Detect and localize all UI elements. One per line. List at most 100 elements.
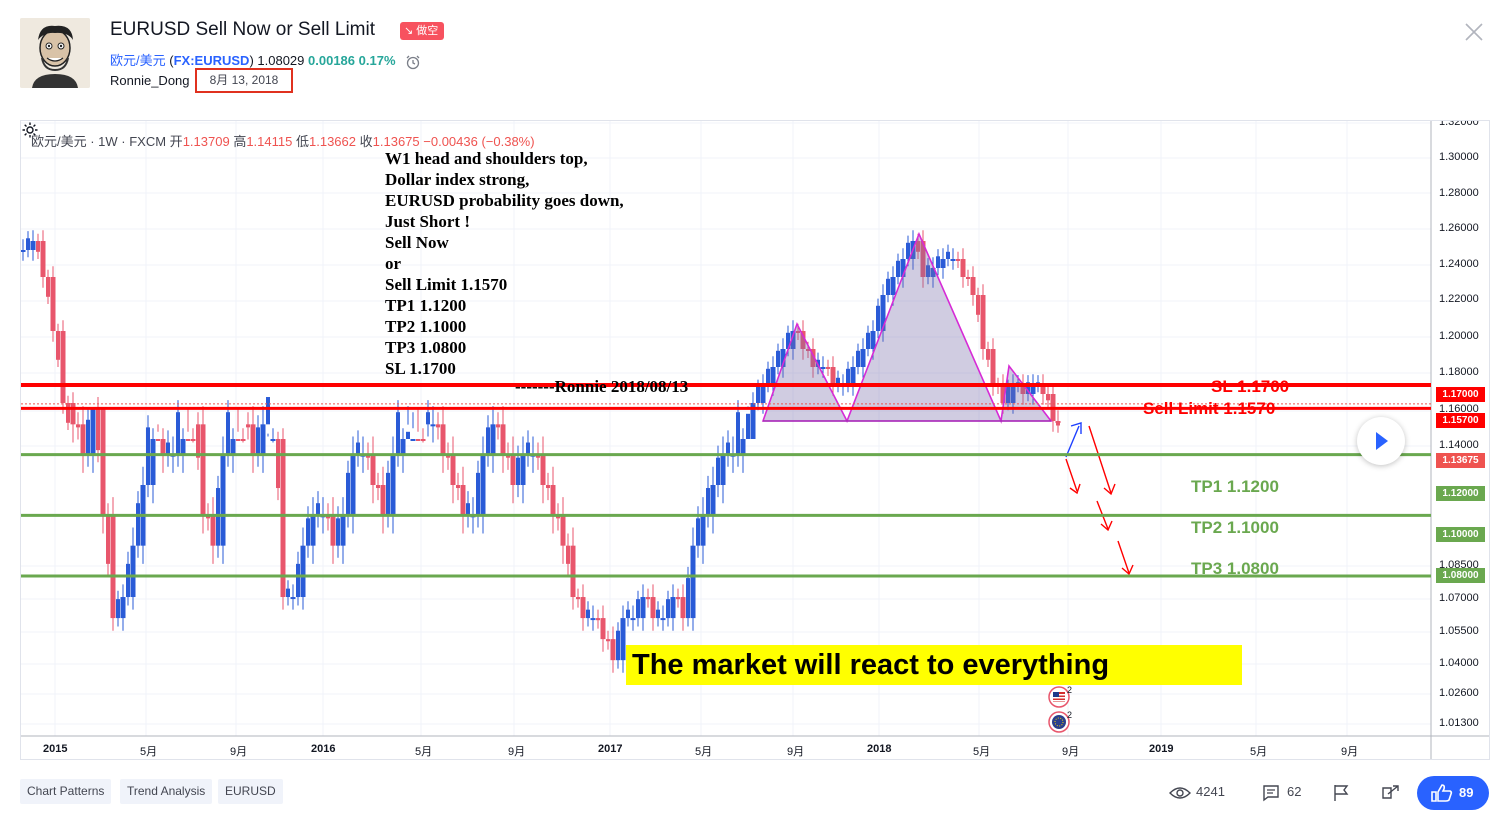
candle-body	[216, 488, 220, 546]
candle-body	[550, 485, 556, 516]
play-button[interactable]	[1357, 417, 1405, 465]
candle-body	[26, 238, 30, 250]
alarm-clock-icon[interactable]	[405, 54, 421, 70]
candle-body	[340, 515, 346, 546]
candle-body	[110, 515, 116, 619]
candle-body	[826, 367, 830, 369]
us-flag-event-icon[interactable]	[1048, 686, 1070, 708]
time-tick: 5月	[1250, 746, 1268, 758]
candle-body	[860, 349, 866, 367]
candle-body	[66, 403, 70, 423]
sell-limit-label: Sell Limit 1.1570	[1143, 399, 1276, 418]
close-icon[interactable]	[1464, 22, 1484, 42]
price-tick: 1.05500	[1439, 625, 1479, 637]
price-tick: 1.28000	[1439, 187, 1479, 199]
drop-arrow-2	[1088, 425, 1112, 494]
price-tick: 1.32000	[1439, 120, 1479, 128]
candle-body	[190, 439, 196, 441]
candle-body	[536, 454, 540, 458]
author-avatar[interactable]	[20, 18, 90, 88]
price-tick: 1.07000	[1439, 592, 1479, 604]
candle-body	[880, 295, 886, 331]
symbol-row: 欧元/美元 (FX:EURUSD) 1.08029 0.00186 0.17%	[110, 50, 421, 70]
tp3-label: TP3 1.0800	[1191, 559, 1279, 578]
price-chart[interactable]: 欧元/美元 · 1W · FXCM 开1.13709 高1.14115 低1.1…	[20, 120, 1490, 760]
candle-body	[436, 424, 440, 428]
candle-body	[326, 515, 330, 519]
chart-legend: 欧元/美元 · 1W · FXCM 开1.13709 高1.14115 低1.1…	[31, 131, 535, 150]
candle-body	[590, 618, 596, 621]
time-tick: 9月	[787, 746, 805, 758]
candle-body	[390, 454, 396, 516]
candle-body	[546, 485, 550, 489]
candle-body	[706, 488, 710, 516]
publish-date: 8月 13, 2018	[195, 68, 293, 93]
short-badge: ↘ 做空	[400, 22, 445, 40]
candle-body	[116, 599, 120, 619]
candle-body	[466, 503, 470, 516]
candle-body	[290, 597, 296, 600]
candle-body	[666, 599, 670, 619]
candle-body	[866, 332, 870, 349]
candle-body	[946, 251, 950, 259]
tag-chip[interactable]: Trend Analysis	[120, 779, 213, 804]
author-name[interactable]: Ronnie_Dong	[110, 73, 190, 88]
candle-body	[740, 439, 746, 455]
candle-body	[70, 403, 76, 425]
candle-body	[690, 545, 696, 619]
note-line: TP2 1.1000	[385, 317, 467, 336]
candle-body	[1010, 385, 1016, 403]
symbol-code-link[interactable]: FX:EURUSD	[173, 53, 250, 68]
legend-high-label: 高	[233, 134, 247, 149]
legend-open-label: 开	[169, 134, 183, 149]
idea-title: EURUSD Sell Now or Sell Limit	[110, 19, 376, 40]
candle-body	[1055, 421, 1061, 423]
candle-body	[620, 618, 626, 661]
time-tick: 5月	[695, 746, 713, 758]
candle-body	[560, 515, 566, 546]
eu-flag-event-icon[interactable]	[1048, 711, 1070, 733]
note-line: Sell Now	[385, 233, 449, 252]
candle-body	[580, 597, 586, 619]
candle-body	[80, 424, 86, 455]
like-button[interactable]: 89	[1417, 776, 1489, 810]
event-count-1: 2	[1067, 685, 1073, 695]
flag-icon[interactable]	[1333, 784, 1349, 802]
candle-body	[836, 377, 840, 385]
candle-body	[766, 368, 770, 385]
candle-body	[146, 427, 150, 485]
symbol-name-link[interactable]: 欧元/美元	[110, 53, 166, 68]
candle-body	[426, 412, 430, 425]
tag-chip[interactable]: EURUSD	[218, 779, 283, 804]
candle-body	[21, 250, 26, 252]
gear-icon[interactable]	[21, 121, 39, 139]
note-line: SL 1.1700	[385, 359, 456, 378]
like-count: 89	[1459, 785, 1474, 800]
candle-body	[716, 457, 720, 485]
candle-body	[870, 331, 876, 349]
candle-body	[790, 331, 796, 349]
candle-body	[366, 454, 370, 458]
share-icon[interactable]	[1381, 784, 1401, 802]
legend-open: 1.13709	[182, 134, 230, 149]
price-tick: 1.14000	[1439, 439, 1479, 451]
candle-body	[30, 241, 36, 250]
candle-body	[240, 439, 246, 441]
candle-body	[806, 349, 810, 351]
comment-icon[interactable]	[1262, 784, 1280, 802]
candle-body	[700, 515, 706, 546]
drawing-overlay	[761, 231, 1134, 576]
candle-body	[896, 260, 900, 277]
candle-body	[430, 424, 436, 427]
time-tick: 9月	[1341, 746, 1359, 758]
note-line: Just Short !	[385, 212, 471, 231]
candle-body	[500, 424, 506, 455]
chart-canvas[interactable]	[21, 121, 1490, 760]
candle-body	[126, 563, 130, 598]
time-tick: 9月	[230, 746, 248, 758]
tag-chip[interactable]: Chart Patterns	[20, 779, 112, 804]
candle-body	[576, 597, 580, 600]
candle-body	[1040, 385, 1046, 394]
candle-body	[650, 597, 656, 619]
